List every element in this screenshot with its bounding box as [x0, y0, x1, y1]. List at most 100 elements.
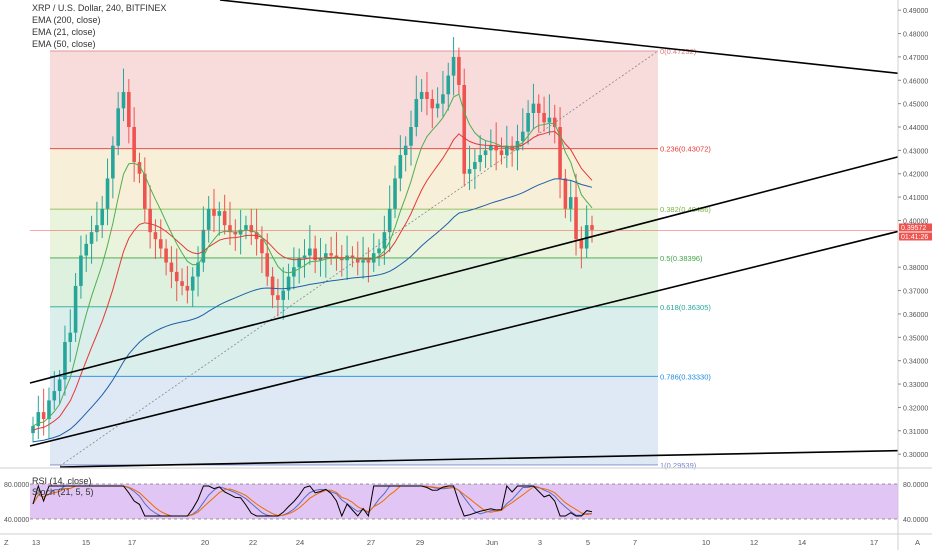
countdown-badge: [899, 232, 932, 241]
chart-legend: XRP / U.S. Dollar, 240, BITFINEX EMA (20…: [32, 2, 166, 50]
candle-body: [286, 276, 291, 291]
price-tick-label: 0.36000: [903, 312, 928, 319]
price-tick-label: 0.45000: [903, 102, 928, 109]
fib-label-0.618: 0.618(0.36305): [660, 303, 711, 312]
osc-tick-left: 80.0000: [4, 482, 29, 489]
candle-body: [222, 211, 227, 226]
candle-body: [73, 285, 78, 333]
price-tick-label: 0.42000: [903, 172, 928, 179]
candle-body: [510, 145, 514, 151]
candle-body: [377, 248, 381, 254]
candle-body: [31, 426, 35, 434]
candle-body: [95, 225, 99, 233]
price-tick-label: 0.49000: [903, 8, 928, 15]
fib-label-0.786: 0.786(0.33330): [660, 372, 711, 381]
candle-body: [111, 145, 115, 179]
candle-body: [265, 253, 270, 277]
stoch-label[interactable]: Stoch (21, 5, 5): [32, 487, 94, 497]
candle-body: [57, 379, 62, 392]
fib-zone: [50, 257, 658, 307]
candle-body: [217, 211, 222, 216]
candle-body: [249, 225, 254, 233]
candle-body: [68, 332, 73, 342]
candle-body: [41, 412, 46, 420]
candle-body: [329, 253, 333, 256]
osc-tick-right: 80.0000: [903, 482, 928, 489]
fib-label-1: 1(0.29539): [660, 461, 697, 470]
indicator-ema50[interactable]: EMA (50, close): [32, 39, 96, 49]
fib-label-0.382: 0.382(0.40486): [660, 205, 711, 214]
time-label: 12: [750, 538, 758, 547]
candle-body: [63, 341, 67, 380]
candle-body: [409, 127, 413, 146]
price-tick-label: 0.30000: [903, 452, 928, 459]
candle-body: [228, 225, 232, 233]
rsi-band: [30, 484, 898, 519]
fib-zone: [50, 376, 658, 465]
price-tick-label: 0.32000: [903, 405, 928, 412]
candle-body: [52, 391, 57, 401]
candle-body: [47, 400, 51, 420]
time-label: 24: [296, 538, 304, 547]
candle-body: [308, 248, 312, 256]
candle-body: [478, 155, 482, 163]
candle-body: [558, 127, 562, 179]
candle-body: [441, 94, 445, 104]
fib-label-0.5: 0.5(0.38396): [660, 254, 703, 263]
time-label: 17: [870, 538, 878, 547]
candle-body: [276, 295, 280, 300]
trendline-top: [219, 0, 932, 78]
candle-body: [89, 232, 94, 244]
time-label: 27: [367, 538, 375, 547]
candle-body: [105, 178, 110, 209]
price-tick-label: 0.48000: [903, 32, 928, 39]
time-label: 7: [633, 538, 637, 547]
time-label: 5: [586, 538, 590, 547]
last-price-value: 0.39572: [901, 225, 926, 232]
corner-right-label: A: [915, 538, 920, 547]
time-label: 17: [128, 538, 136, 547]
candle-body: [169, 262, 174, 272]
candle-body: [435, 103, 440, 109]
candle-body: [206, 208, 211, 230]
fib-label-0.236: 0.236(0.43072): [660, 145, 711, 154]
candle-body: [505, 145, 509, 156]
fib-zone: [50, 51, 658, 149]
indicator-ema21[interactable]: EMA (21, close): [32, 27, 96, 37]
rsi-line: [32, 484, 593, 518]
ema50-line: [32, 130, 593, 431]
price-tick-label: 0.40000: [903, 218, 928, 225]
trendline-bottom: [59, 449, 932, 468]
last-price-badge: [899, 223, 932, 232]
candle-body: [84, 243, 89, 256]
osc-tick-right: 40.0000: [903, 517, 928, 524]
candle-body: [483, 150, 488, 156]
candle-body: [526, 112, 530, 132]
candle-body: [467, 169, 472, 174]
candle-body: [494, 145, 498, 151]
candle-body: [190, 276, 195, 291]
time-label: 10: [702, 538, 710, 547]
candle-body: [350, 255, 355, 258]
candle-body: [313, 248, 317, 261]
candles: [31, 37, 594, 443]
candle-body: [233, 232, 238, 235]
price-tick-label: 0.47000: [903, 55, 928, 62]
candle-body: [334, 255, 339, 258]
candle-body: [403, 145, 408, 156]
candle-body: [499, 150, 504, 156]
fib-zone: [50, 306, 658, 377]
candle-body: [201, 229, 206, 263]
rsi-label[interactable]: RSI (14, close): [32, 476, 92, 486]
price-tick-label: 0.35000: [903, 335, 928, 342]
candle-body: [419, 91, 424, 99]
candle-body: [143, 173, 147, 209]
time-label: 14: [798, 538, 806, 547]
channel-lower-line: [29, 222, 932, 447]
candle-body: [520, 131, 525, 142]
price-tick-label: 0.31000: [903, 429, 928, 436]
indicator-ema200[interactable]: EMA (200, close): [32, 15, 101, 25]
candle-body: [355, 257, 360, 263]
candle-body: [132, 127, 136, 163]
